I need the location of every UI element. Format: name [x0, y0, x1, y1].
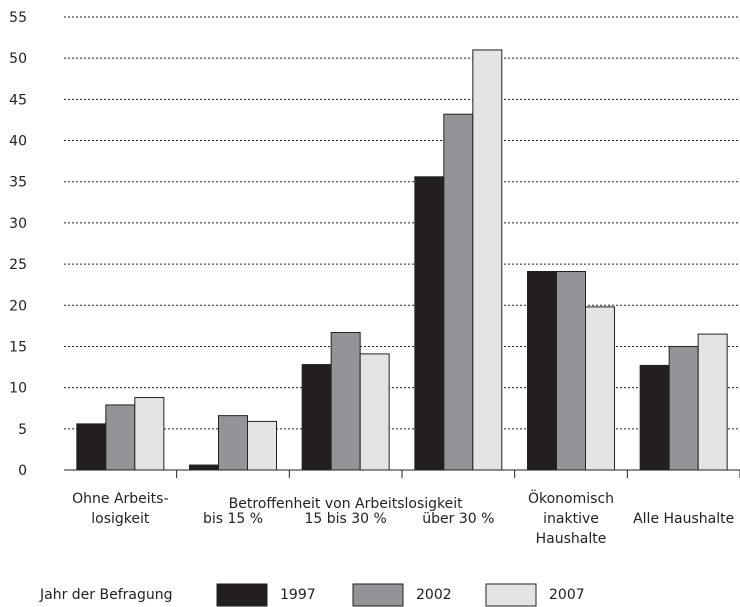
y-tick-label: 25 [9, 257, 27, 273]
legend-swatch-2007 [485, 583, 537, 607]
y-tick-label: 30 [9, 216, 27, 232]
y-tick-label: 35 [9, 175, 27, 191]
bar-2007-cat-5 [697, 333, 728, 471]
bar-2002-cat-5 [668, 345, 699, 471]
bar-2007-cat-3 [472, 49, 503, 471]
category-label-line: Ökonomisch [528, 489, 614, 507]
bar-2007-cat-4 [585, 306, 615, 471]
bar-1997-cat-1 [189, 464, 219, 471]
bar-2007-cat-2 [359, 353, 390, 471]
y-tick-label: 10 [9, 381, 27, 397]
y-tick-label: 0 [18, 463, 27, 479]
bar-2007-cat-0 [134, 397, 165, 471]
bar-2002-cat-3 [443, 113, 474, 471]
bar-1997-cat-3 [414, 176, 445, 471]
legend: Jahr der Befragung 1997 2002 2007 [39, 583, 585, 607]
category-label: über 30 % [422, 511, 494, 527]
y-tick-label: 45 [9, 92, 27, 108]
category-label-line: Alle Haushalte [633, 511, 734, 527]
y-axis-tick-labels: 0 5 10 15 20 25 30 35 40 45 50 55 [9, 10, 27, 479]
x-axis-ticks [176, 470, 740, 478]
y-tick-label: 50 [9, 51, 27, 67]
bar-2002-cat-4 [556, 271, 586, 471]
category-label: 15 bis 30 % [304, 511, 386, 527]
y-tick-label: 55 [9, 10, 27, 26]
bar-2002-cat-0 [105, 404, 136, 471]
legend-swatch-2002 [352, 583, 404, 607]
y-tick-label: 15 [9, 339, 27, 355]
y-tick-label: 40 [9, 134, 27, 150]
legend-label-2007: 2007 [549, 587, 585, 603]
category-label-line: über 30 % [422, 511, 494, 527]
legend-label-2002: 2002 [416, 587, 452, 603]
category-label: bis 15 % [203, 511, 263, 527]
category-label-line: losigkeit [91, 511, 150, 527]
bar-1997-cat-4 [527, 271, 557, 471]
category-labels: Ohne Arbeits-losigkeit bis 15 % 15 bis 30 … [72, 489, 734, 547]
legend-title: Jahr der Befragung [39, 587, 173, 603]
grid-lines [64, 16, 740, 430]
bar-2002-cat-2 [330, 331, 361, 471]
legend-label-1997: 1997 [280, 587, 316, 603]
group-label: Betroffenheit von Arbeitslosigkeit [229, 496, 463, 512]
bar-1997-cat-5 [639, 364, 670, 471]
legend-swatch-1997 [216, 583, 268, 607]
category-label-line: 15 bis 30 % [304, 511, 386, 527]
category-label: Ökonomisch inaktive Haushalte [528, 489, 614, 547]
bar-2002-cat-1 [218, 415, 248, 471]
y-tick-label: 20 [9, 298, 27, 314]
category-label-line: inaktive [543, 511, 599, 527]
bar-1997-cat-0 [76, 423, 107, 471]
category-label: Alle Haushalte [633, 511, 734, 527]
category-label-line: Ohne Arbeits- [72, 491, 168, 507]
bar-1997-cat-2 [301, 364, 332, 471]
y-tick-label: 5 [18, 422, 27, 438]
category-label-line: bis 15 % [203, 511, 263, 527]
category-label: Ohne Arbeits-losigkeit [72, 491, 168, 527]
legend-items: 1997 2002 2007 [216, 583, 585, 607]
bars [76, 49, 728, 471]
bar-2007-cat-1 [247, 420, 277, 471]
category-label-line: Haushalte [536, 531, 607, 547]
